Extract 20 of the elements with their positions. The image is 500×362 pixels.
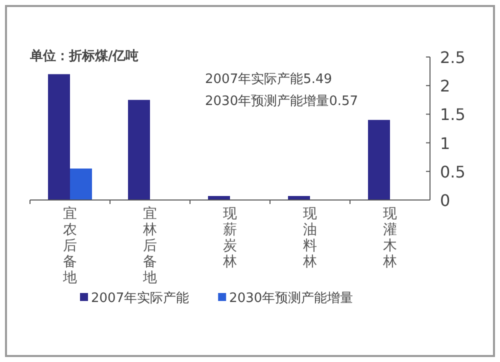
y-tick-label: 2 [440,76,450,96]
y-tick-label: 0.5 [440,162,466,182]
y-tick-label: 2.5 [440,48,466,67]
legend-label: 2007年实际产能 [91,291,190,306]
x-tick-label: 宜林后备地 [142,206,157,286]
bar [48,74,70,200]
x-tick-label: 现油料林 [302,206,317,270]
annotation: 2007年实际产能5.49 [205,72,332,87]
y-tick-label: 0 [440,191,450,210]
y-tick-label: 1.5 [440,105,466,124]
annotation: 单位：折标煤/亿吨 [29,48,139,64]
x-tick-label: 宜农后备地 [62,206,77,286]
bar [128,100,150,200]
annotation: 2030年预测产能增量0.57 [205,94,358,109]
bar [368,120,390,200]
bar [70,168,92,200]
x-tick-label: 现薪炭林 [222,206,237,270]
y-tick-label: 1 [440,134,450,153]
x-tick-label: 现灌木林 [382,206,397,270]
legend-label: 2030年预测产能增量 [229,291,354,306]
